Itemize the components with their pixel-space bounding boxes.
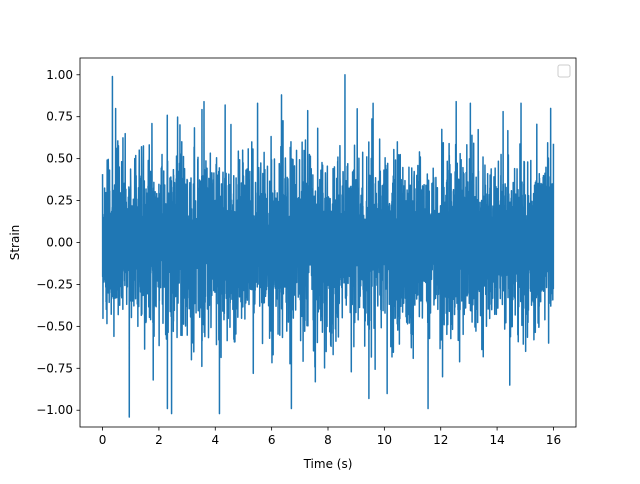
plot-area — [79, 57, 577, 428]
y-tick-label: 0.25 — [46, 194, 73, 208]
x-tick-label: 12 — [433, 433, 448, 447]
x-tick-label: 4 — [211, 433, 219, 447]
y-tick-label: 0.50 — [46, 152, 73, 166]
x-tick-label: 0 — [99, 433, 107, 447]
x-tick-label: 2 — [155, 433, 163, 447]
x-tick-label: 6 — [268, 433, 276, 447]
y-axis: −1.00 −0.75 −0.50 −0.25 0.00 0.25 0.50 0.75 1.00 — [36, 68, 80, 417]
x-tick-label: 10 — [377, 433, 392, 447]
y-tick-label: −0.50 — [36, 319, 73, 333]
x-tick-label: 16 — [546, 433, 561, 447]
strain-series-line — [101, 74, 555, 418]
y-tick-label: −0.75 — [36, 361, 73, 375]
y-tick-label: −0.25 — [36, 277, 73, 291]
y-axis-label: Strain — [8, 225, 22, 261]
y-tick-label: 0.00 — [46, 236, 73, 250]
x-axis-label: Time (s) — [303, 457, 353, 471]
x-tick-label: 8 — [324, 433, 332, 447]
y-tick-label: 0.75 — [46, 110, 73, 124]
legend-box — [557, 64, 571, 78]
y-tick-label: −1.00 — [36, 403, 73, 417]
x-tick-label: 14 — [489, 433, 504, 447]
y-tick-label: 1.00 — [46, 68, 73, 82]
x-axis: 0 2 4 6 8 10 12 14 16 — [99, 427, 561, 447]
legend — [557, 64, 571, 78]
series-layer — [101, 74, 555, 418]
